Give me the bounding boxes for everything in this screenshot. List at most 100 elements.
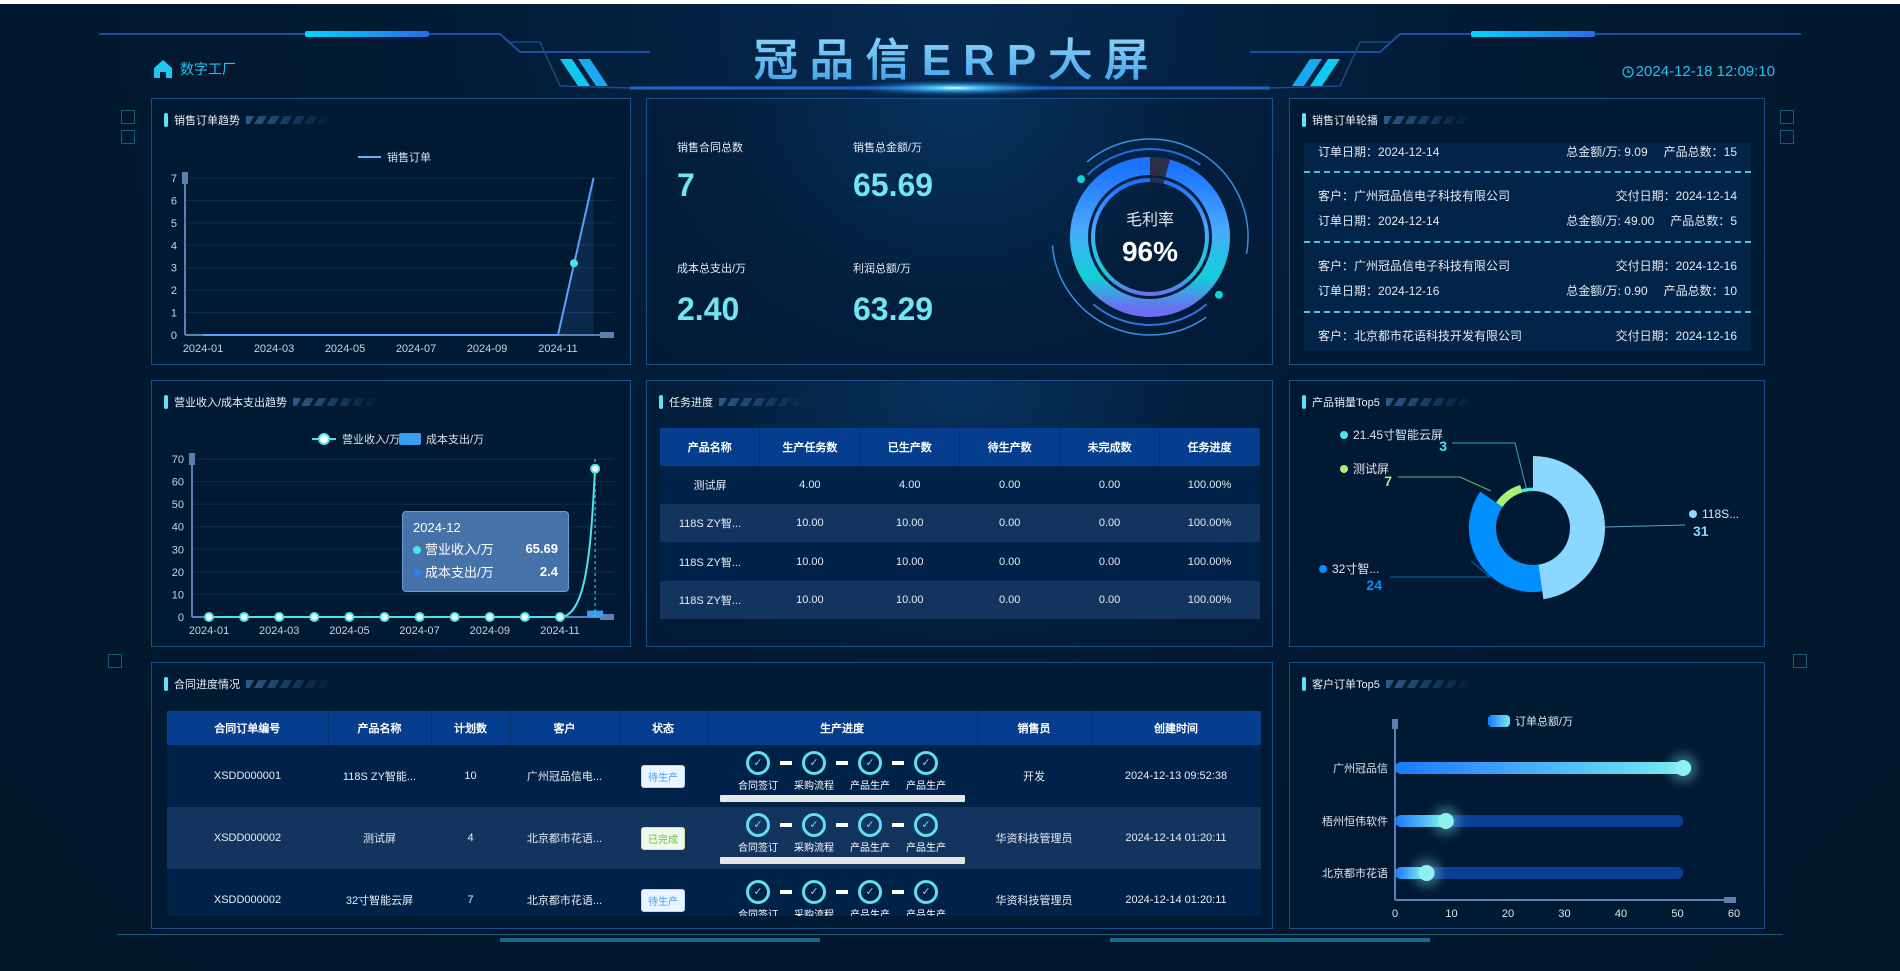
- slice-value: 31: [1693, 523, 1709, 539]
- title-marker: [1302, 113, 1306, 127]
- table-row[interactable]: 测试屏 4.00 4.00 0.00 0.00 100.00%: [660, 466, 1260, 504]
- gross-margin-gauge: 毛利率 96%: [1051, 138, 1249, 336]
- panel-title: 营业收入/成本支出趋势: [164, 394, 384, 410]
- y-category-label: 北京都市花语: [1322, 866, 1388, 880]
- panel-task-progress: 任务进度 产品名称 生产任务数 已生产数 待生产数 未完成数 任务进度 测试屏 4.00 4.0…: [646, 380, 1273, 647]
- y-axis-handle: [189, 453, 195, 465]
- bottom-accent: [1110, 938, 1430, 942]
- step-label: 产品生产: [850, 842, 890, 854]
- home-link[interactable]: 数字工厂: [152, 58, 236, 80]
- status-badge: 待生产: [641, 888, 685, 912]
- title-marker: [164, 113, 168, 127]
- revenue-point: [309, 612, 320, 622]
- qty-field: 产品总数：5: [1670, 212, 1737, 229]
- x-tick-label: 2024-05: [329, 625, 369, 637]
- step-connector: [892, 822, 904, 827]
- order-card[interactable]: 订单日期：2024-12-14 总金额/万: 9.09 产品总数：15: [1304, 143, 1751, 173]
- check-circle-icon: ✓: [914, 750, 938, 775]
- customer-line: 客户：广州冠品信电子科技有限公司 交付日期：2024-12-14: [1318, 187, 1737, 204]
- customer-value: 广州冠品信电子科技有限公司: [1354, 259, 1511, 273]
- x-tick-label: 60: [1728, 908, 1740, 920]
- bottom-line: [117, 934, 1783, 935]
- stat-value: 63.29: [853, 291, 934, 327]
- legend-dot: [1340, 465, 1348, 473]
- task-table: 产品名称 生产任务数 已生产数 待生产数 未完成数 任务进度 测试屏 4.00 4.00 0.00…: [660, 428, 1260, 619]
- production-progress-cell: ✓ 合同签订 ✓ 采购流程 ✓ 产品生产 ✓ 产品生产: [707, 807, 977, 869]
- customer-field: 客户：广州冠品信电子科技有限公司: [1318, 257, 1510, 274]
- progress-step: ✓ 采购流程: [786, 879, 842, 917]
- delivery-field: 交付日期：2024-12-14: [1616, 187, 1737, 204]
- order-card[interactable]: 客户：广州冠品信电子科技有限公司 交付日期：2024-12-16 订单日期：2024…: [1304, 243, 1751, 313]
- check-circle-icon: ✓: [802, 750, 826, 775]
- table-cell: 118S ZY智...: [660, 542, 760, 581]
- table-row[interactable]: 118S ZY智... 10.00 10.00 0.00 0.00 100.00%: [660, 542, 1260, 581]
- x-tick-label: 2024-01: [189, 625, 229, 637]
- order-date-field: 订单日期：2024-12-16: [1318, 282, 1439, 299]
- order-date-field: 订单日期：2024-12-14: [1318, 212, 1439, 229]
- panel-title-text: 销售订单轮播: [1312, 115, 1378, 127]
- x-tick-label: 0: [1392, 908, 1398, 920]
- panel-title: 合同进度情况: [164, 676, 336, 692]
- revenue-point: [344, 612, 355, 622]
- revenue-point: [274, 612, 285, 622]
- title-stripes: [1384, 116, 1474, 124]
- panel-title-text: 客户订单Top5: [1312, 679, 1380, 691]
- plan-qty-cell: 10: [431, 745, 510, 807]
- x-tick-label: 2024-05: [325, 343, 365, 355]
- pie-slice: [1533, 456, 1605, 600]
- progress-step: ✓ 产品生产: [898, 750, 954, 792]
- step-label: 采购流程: [794, 909, 834, 917]
- progress-step: ✓ 产品生产: [898, 879, 954, 916]
- x-axis-handle: [1724, 897, 1736, 903]
- gauge-inner-remainder: [1149, 178, 1165, 184]
- x-tick-label: 2024-03: [254, 343, 294, 355]
- step-label: 合同签订: [738, 909, 778, 917]
- production-progress-cell: ✓ 合同签订 ✓ 采购流程 ✓ 产品生产 ✓ 产品生产: [707, 869, 977, 916]
- field-label: 客户：: [1318, 259, 1355, 273]
- delivery-value: 2024-12-16: [1675, 259, 1737, 273]
- tooltip-title: 2024-12: [413, 520, 461, 535]
- y-axis-handle: [1392, 719, 1398, 729]
- delivery-value: 2024-12-16: [1675, 329, 1737, 343]
- panel-title: 客户订单Top5: [1302, 676, 1476, 692]
- order-card[interactable]: 客户：广州冠品信电子科技有限公司 交付日期：2024-12-14 订单日期：2024…: [1304, 173, 1751, 243]
- table-row[interactable]: XSDD000002 32寸智能云屏 7 北京都市花语... 待生产 ✓ 合同签订 ✓ 采购流程…: [167, 869, 1261, 916]
- step-connector: [780, 889, 792, 894]
- x-tick-label: 2024-09: [470, 625, 510, 637]
- table-cell: 0.00: [959, 466, 1060, 504]
- revenue-point: [484, 612, 495, 622]
- table-cell: 0.00: [959, 581, 1060, 619]
- y-tick-label: 3: [171, 263, 177, 275]
- table-cell: 10.00: [859, 542, 960, 581]
- tooltip-row: 营业收入/万 65.69: [413, 539, 558, 558]
- table-row[interactable]: 118S ZY智... 10.00 10.00 0.00 0.00 100.00%: [660, 504, 1260, 542]
- column-header: 产品名称: [328, 711, 432, 745]
- home-label: 数字工厂: [180, 61, 236, 77]
- table-cell: 测试屏: [660, 466, 760, 504]
- contract-table-scroll[interactable]: 合同订单编号 产品名称 计划数 客户 状态 生产进度 销售员 创建时间 XSDD000001 11…: [167, 711, 1261, 916]
- step-connector: [892, 889, 904, 894]
- tooltip-value: 2.4: [539, 564, 558, 579]
- table-row[interactable]: 118S ZY智... 10.00 10.00 0.00 0.00 100.00%: [660, 581, 1260, 619]
- field-label: 客户：: [1318, 189, 1355, 203]
- status-badge: 待生产: [641, 764, 685, 788]
- qty-value: 5: [1730, 214, 1737, 228]
- revenue-point: [449, 612, 460, 622]
- order-id-cell: XSDD000002: [167, 807, 328, 869]
- order-carousel-list[interactable]: 订单日期：2024-12-14 总金额/万: 9.09 产品总数：15 客户：广州冠品…: [1304, 143, 1751, 351]
- side-square: [108, 654, 122, 668]
- y-tick-label: 10: [172, 589, 184, 601]
- header-decoration: [99, 31, 1801, 96]
- step-connector: [892, 760, 904, 765]
- panel-order-carousel: 销售订单轮播 订单日期：2024-12-14 总金额/万: 9.09 产品总数：15…: [1289, 98, 1765, 365]
- y-tick-label: 70: [172, 454, 184, 466]
- table-cell: 10.00: [759, 504, 860, 542]
- x-tick-label: 2024-03: [259, 625, 299, 637]
- gauge-label: 毛利率: [1126, 211, 1174, 229]
- check-circle-icon: ✓: [858, 879, 882, 904]
- order-card[interactable]: 客户：北京都市花语科技开发有限公司 交付日期：2024-12-16: [1304, 313, 1751, 351]
- table-row[interactable]: XSDD000002 测试屏 4 北京都市花语... 已完成 ✓ 合同签订 ✓ 采购流程 ✓ 产品生…: [167, 807, 1261, 869]
- table-row[interactable]: XSDD000001 118S ZY智能... 10 广州冠品信电... 待生产 ✓ 合同签…: [167, 745, 1261, 807]
- clock-icon: [1622, 65, 1634, 78]
- customer-cell: 北京都市花语...: [510, 869, 619, 916]
